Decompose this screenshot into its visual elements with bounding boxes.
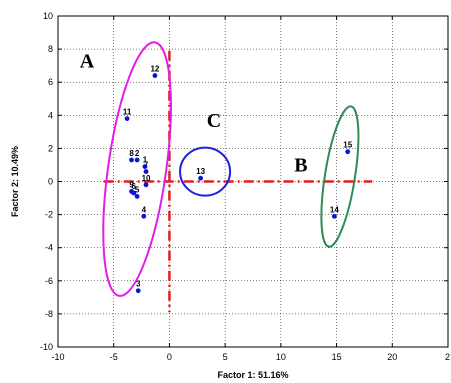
x-tick-labels: -10 -5 0 5 10 15 20 2 — [51, 352, 450, 362]
data-point — [331, 213, 337, 219]
point-label: 7 — [144, 161, 149, 170]
point-label: 11 — [123, 108, 132, 117]
data-point — [198, 175, 204, 181]
y-tick-labels: 10 8 6 4 2 0 -2 -4 -6 -8 -10 — [40, 11, 53, 352]
y-tick-label: -4 — [45, 243, 53, 253]
group-label-a: A — [80, 50, 95, 72]
point-label: 3 — [136, 280, 141, 289]
y-tick-label: -2 — [45, 210, 53, 220]
point-label: 9 — [129, 180, 134, 189]
x-tick-label: 10 — [276, 352, 286, 362]
data-point — [134, 193, 140, 199]
y-tick-label: -8 — [45, 309, 53, 319]
data-point — [134, 157, 140, 163]
y-axis-title: Factor 2: 10.49% — [10, 146, 20, 217]
y-tick-label: 2 — [48, 143, 53, 153]
point-label: 14 — [330, 205, 339, 214]
group-b-ellipse — [320, 105, 360, 248]
point-label: 1 — [143, 156, 148, 165]
point-label: 13 — [196, 167, 205, 176]
group-shapes — [102, 41, 373, 313]
group-a-ellipse — [102, 41, 172, 297]
data-point — [129, 157, 134, 163]
y-tick-label: 0 — [48, 177, 53, 187]
data-point — [135, 288, 141, 294]
point-label: 8 — [129, 149, 134, 158]
data-point — [345, 149, 351, 155]
data-point — [142, 164, 148, 170]
point-label: 10 — [142, 174, 151, 183]
data-point — [143, 169, 149, 174]
x-tick-label: 5 — [223, 352, 228, 362]
x-axis-title: Factor 1: 51.16% — [217, 370, 288, 380]
x-tick-label: 15 — [332, 352, 342, 362]
group-c-circle — [179, 146, 232, 197]
point-label: 2 — [135, 149, 140, 158]
point-label: 15 — [343, 141, 352, 150]
y-tick-label: 6 — [48, 77, 53, 87]
y-tick-label: 10 — [43, 11, 53, 21]
data-point — [141, 213, 147, 219]
x-tick-label: 2 — [445, 352, 450, 362]
y-tick-label: -10 — [40, 342, 53, 352]
data-point — [129, 189, 134, 194]
data-point — [124, 116, 130, 122]
y-tick-label: 4 — [48, 110, 53, 120]
point-label: 12 — [150, 65, 159, 74]
x-tick-label: 0 — [167, 352, 172, 362]
data-point — [143, 182, 149, 188]
point-label: 5 — [135, 185, 140, 194]
tick-marks — [57, 15, 449, 348]
y-tick-label: 8 — [48, 44, 53, 54]
data-point — [152, 73, 158, 78]
x-tick-label: -5 — [110, 352, 118, 362]
x-tick-label: 20 — [387, 352, 397, 362]
group-label-b: B — [294, 155, 307, 177]
group-labels: A B C — [80, 50, 308, 176]
point-label: 4 — [142, 205, 147, 214]
x-tick-label: -10 — [51, 352, 64, 362]
group-label-c: C — [207, 110, 221, 132]
point-label: 6 — [132, 182, 137, 191]
y-tick-label: -6 — [45, 276, 53, 286]
